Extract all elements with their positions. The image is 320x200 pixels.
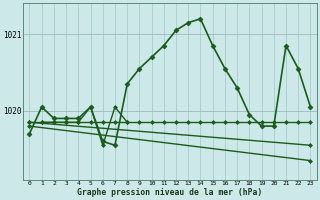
X-axis label: Graphe pression niveau de la mer (hPa): Graphe pression niveau de la mer (hPa) bbox=[77, 188, 263, 197]
